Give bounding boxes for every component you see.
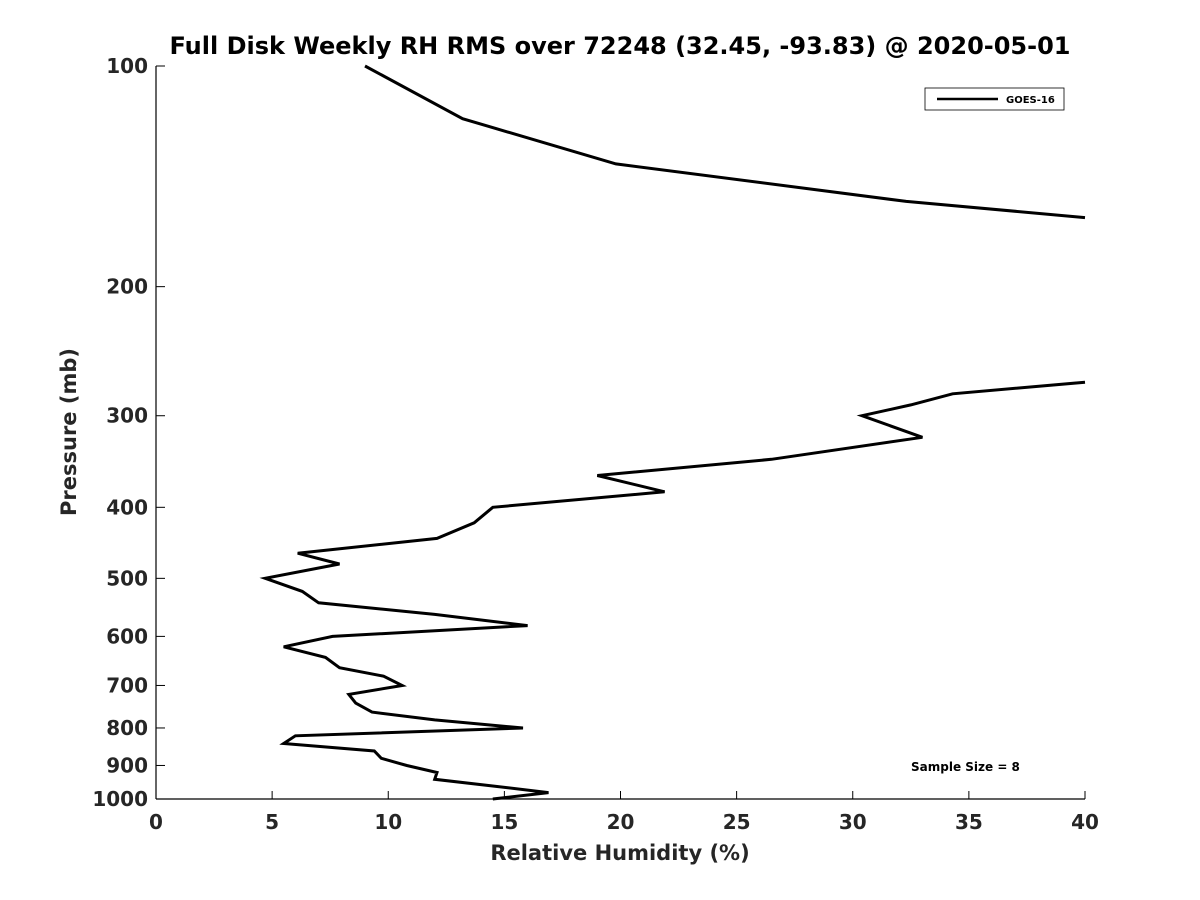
y-tick-label: 700 [106, 673, 148, 697]
x-tick-label: 30 [839, 810, 867, 834]
y-tick-label: 200 [106, 275, 148, 299]
series-line-goes-16-segment-2 [259, 380, 1086, 801]
x-tick-label: 35 [955, 810, 983, 834]
y-tick-label: 600 [106, 624, 148, 648]
y-tick-label: 800 [106, 716, 148, 740]
x-tick-label: 10 [374, 810, 402, 834]
data-layer [259, 64, 1086, 801]
x-tick-label: 15 [490, 810, 518, 834]
x-tick-label: 0 [149, 810, 163, 834]
legend-label-goes-16: GOES-16 [1006, 95, 1055, 106]
y-axis-ticks: 100 200 300 400 500 600 700 800 900 1000 [92, 54, 165, 811]
sample-size-annotation: Sample Size = 8 [911, 760, 1020, 774]
y-tick-label: 300 [106, 404, 148, 428]
x-tick-label: 5 [265, 810, 279, 834]
y-tick-label: 400 [106, 495, 148, 519]
series-line-goes-16-segment-1 [364, 64, 1086, 220]
x-tick-label: 40 [1071, 810, 1099, 834]
legend: GOES-16 [924, 87, 1065, 111]
y-tick-label: 900 [106, 753, 148, 777]
y-tick-label: 500 [106, 566, 148, 590]
x-tick-label: 25 [723, 810, 751, 834]
x-tick-label: 20 [607, 810, 635, 834]
x-axis-label: Relative Humidity (%) [490, 841, 749, 865]
y-axis-label: Pressure (mb) [57, 348, 81, 516]
y-tick-label: 1000 [92, 787, 148, 811]
plot-area [156, 66, 1085, 799]
y-tick-label: 100 [106, 54, 148, 78]
x-axis-ticks: 0 5 10 15 20 25 30 35 40 [149, 791, 1099, 834]
chart-title: Full Disk Weekly RH RMS over 72248 (32.4… [169, 32, 1070, 60]
